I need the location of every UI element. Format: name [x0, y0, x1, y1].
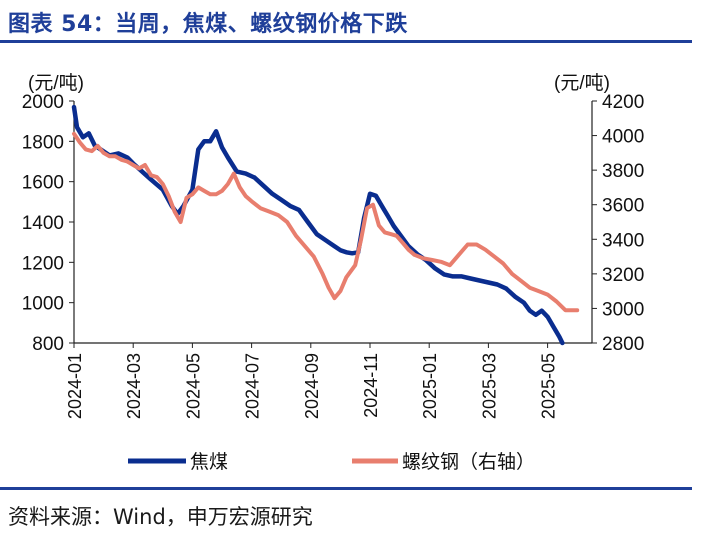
- right-axis-label: (元/吨): [554, 72, 610, 94]
- right-tick-label: 3400: [602, 230, 644, 251]
- left-tick-label: 1600: [22, 173, 64, 194]
- source-rule: [0, 487, 692, 490]
- x-tick-label: 2024-01: [65, 353, 85, 419]
- right-tick-label: 4200: [602, 92, 644, 113]
- x-tick-label: 2024-11: [361, 353, 381, 418]
- x-tick-label: 2024-05: [183, 353, 203, 419]
- right-tick-label: 3000: [602, 299, 644, 320]
- x-tick-label: 2025-03: [479, 353, 499, 419]
- left-tick-label: 1800: [22, 132, 64, 153]
- chart-legend: 焦煤 螺纹钢（右轴）: [128, 451, 535, 473]
- left-tick-label: 1400: [22, 213, 64, 234]
- chart-title: 图表 54：当周，焦煤、螺纹钢价格下跌: [8, 12, 408, 37]
- left-tick-label: 1000: [22, 294, 64, 315]
- right-tick-label: 3200: [602, 265, 644, 286]
- legend-label-coking-coal: 焦煤: [190, 451, 228, 473]
- x-tick-label: 2024-03: [124, 353, 144, 419]
- x-tick-label: 2024-07: [243, 353, 263, 419]
- coking-coal-line: [71, 104, 565, 346]
- x-tick-label: 2025-05: [539, 353, 559, 419]
- left-tick-label: 1200: [22, 253, 64, 274]
- rebar-line: [72, 131, 580, 313]
- legend-label-rebar: 螺纹钢（右轴）: [402, 451, 535, 473]
- left-tick-label: 800: [32, 334, 64, 355]
- right-tick-label: 4000: [602, 127, 644, 148]
- x-tick-label: 2024-09: [302, 353, 322, 419]
- x-tick-label: 2025-01: [420, 353, 440, 419]
- right-tick-label: 2800: [602, 334, 644, 355]
- right-tick-label: 3600: [602, 196, 644, 217]
- left-axis-label: (元/吨): [28, 72, 84, 94]
- title-rule: [0, 40, 692, 43]
- left-tick-label: 2000: [22, 92, 64, 113]
- right-tick-label: 3800: [602, 161, 644, 182]
- chart-axes: (元/吨) (元/吨)200018001600140012001000800420…: [22, 72, 645, 419]
- source-note: 资料来源：Wind，申万宏源研究: [8, 505, 313, 529]
- chart-series: [71, 104, 580, 346]
